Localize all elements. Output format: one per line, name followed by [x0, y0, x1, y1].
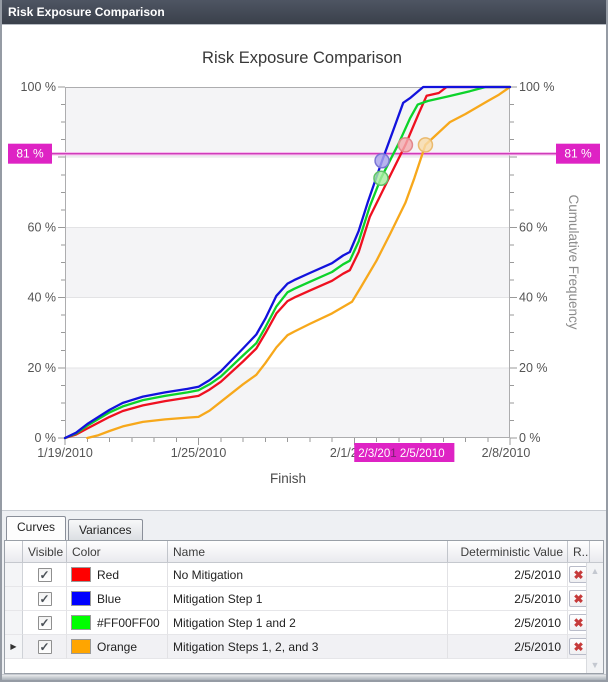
visible-cell: ✓ [23, 635, 67, 659]
chart-panel: Risk Exposure Comparison 0 % 0 % 20 % 20 % 40… [2, 24, 606, 510]
axis-highlight-label: 2/3/201 2/5/2010 [358, 448, 444, 460]
table-body: ✓ Red No Mitigation 2/5/2010 ✖ ✓ Blue Mitigatio… [5, 563, 603, 659]
color-swatch[interactable] [71, 567, 91, 582]
color-name: #FF00FF00 [97, 615, 160, 630]
curve-name-cell: No Mitigation [168, 563, 448, 587]
y-axis-title-right: Cumulative Frequency [566, 194, 581, 329]
curves-table: Visible Color Name Deterministic Value R... … [4, 540, 604, 674]
color-cell: Orange [67, 635, 168, 659]
table-row[interactable]: ▶ ✓ Orange Mitigation Steps 1, 2, and 3 2/5/… [5, 635, 603, 659]
threshold-badge-left-label: 81 % [16, 147, 44, 161]
deterministic-value-cell: 2/5/2010 [448, 635, 568, 659]
plot-stripe [65, 367, 510, 438]
y-axis-label-right: 100 % [519, 80, 554, 94]
table-row[interactable]: ✓ Red No Mitigation 2/5/2010 ✖ [5, 563, 603, 587]
color-name: Blue [97, 591, 122, 606]
color-name: Orange [97, 639, 138, 654]
tab-curves[interactable]: Curves [6, 516, 67, 540]
row-header[interactable] [5, 611, 23, 635]
visible-cell: ✓ [23, 563, 67, 587]
bottom-panel: Curves Variances Visible Color Name Determin… [2, 510, 606, 680]
marker-mitigation-step-1-and-2[interactable] [373, 170, 389, 187]
axis-highlight-box [354, 443, 455, 462]
x-axis-label: 2/8/2010 [482, 446, 531, 460]
row-selector-icon[interactable]: ▶ [5, 635, 23, 659]
y-axis-label-left: 0 % [34, 431, 56, 445]
color-name: Red [97, 567, 120, 582]
curve-name-cell: Mitigation Step 1 [168, 587, 448, 611]
plot-border [65, 87, 510, 438]
table-row[interactable]: ✓ Blue Mitigation Step 1 2/5/2010 ✖ [5, 587, 603, 611]
marker-mitigation-step-1[interactable] [374, 152, 390, 169]
marker-no-mitigation[interactable] [397, 137, 414, 153]
deterministic-value-cell: 2/5/2010 [448, 587, 568, 611]
col-header-color[interactable]: Color [67, 541, 168, 562]
row-header-stub [5, 541, 23, 562]
y-axis-label-left: 20 % [28, 361, 57, 375]
deterministic-value-cell: 2/5/2010 [448, 563, 568, 587]
deterministic-value-cell: 2/5/2010 [448, 611, 568, 635]
visible-checkbox[interactable]: ✓ [37, 615, 52, 630]
window-titlebar[interactable]: Risk Exposure Comparison [2, 0, 606, 24]
risk-chart[interactable]: Risk Exposure Comparison 0 % 0 % 20 % 20 % 40… [2, 25, 606, 511]
col-header-deterministic-value[interactable]: Deterministic Value [448, 541, 568, 562]
visible-checkbox[interactable]: ✓ [37, 567, 52, 582]
y-axis-label-right: 40 % [519, 291, 548, 305]
threshold-badge-right-label: 81 % [564, 147, 592, 161]
color-cell: Blue [67, 587, 168, 611]
y-axis-label-left: 100 % [21, 80, 56, 94]
x-axis-label: 1/19/2010 [37, 446, 93, 460]
color-cell: #FF00FF00 [67, 611, 168, 635]
visible-checkbox[interactable]: ✓ [37, 591, 52, 606]
curve-name-cell: Mitigation Step 1 and 2 [168, 611, 448, 635]
y-axis-label-left: 60 % [28, 220, 57, 234]
table-header: Visible Color Name Deterministic Value R... [5, 541, 603, 563]
scroll-down-icon[interactable]: ▼ [590, 660, 600, 670]
visible-cell: ✓ [23, 587, 67, 611]
col-header-r[interactable]: R... [568, 541, 590, 562]
tab-strip: Curves Variances [6, 516, 145, 540]
y-axis-label-right: 60 % [519, 220, 548, 234]
color-swatch[interactable] [71, 591, 91, 606]
x-axis-title: Finish [270, 471, 306, 486]
window-title: Risk Exposure Comparison [8, 5, 165, 19]
color-cell: Red [67, 563, 168, 587]
threshold-badge-left [8, 143, 52, 164]
delete-curve-button[interactable]: ✖ [568, 590, 589, 607]
curve-name-cell: Mitigation Steps 1, 2, and 3 [168, 635, 448, 659]
curve-mitigation-step-1-and-2[interactable] [63, 85, 512, 440]
visible-cell: ✓ [23, 611, 67, 635]
color-swatch[interactable] [71, 615, 91, 630]
plot-stripe [65, 157, 510, 228]
plot-stripe [65, 297, 510, 368]
y-axis-label-right: 0 % [519, 431, 541, 445]
marker-mitigation-steps-1-2-and-3[interactable] [417, 137, 434, 153]
window-resize-strip [2, 674, 606, 680]
row-header[interactable] [5, 587, 23, 611]
y-axis-label-left: 40 % [28, 291, 57, 305]
scroll-up-icon[interactable]: ▲ [590, 566, 600, 576]
curve-mitigation-step-1[interactable] [63, 85, 512, 440]
y-axis-label-right: 20 % [519, 361, 548, 375]
row-header[interactable] [5, 563, 23, 587]
plot-stripe [65, 227, 510, 298]
color-swatch[interactable] [71, 639, 91, 654]
visible-checkbox[interactable]: ✓ [37, 639, 52, 654]
table-row[interactable]: ✓ #FF00FF00 Mitigation Step 1 and 2 2/5/201… [5, 611, 603, 635]
threshold-badge-right [556, 143, 600, 164]
col-header-visible[interactable]: Visible [23, 541, 67, 562]
chart-title: Risk Exposure Comparison [202, 49, 402, 67]
x-axis-label: 1/25/2010 [171, 446, 227, 460]
remove-cell: ✖ [568, 635, 590, 659]
table-scrollbar[interactable]: ▲ ▼ [586, 563, 603, 673]
col-header-name[interactable]: Name [168, 541, 448, 562]
tab-variances[interactable]: Variances [68, 519, 143, 540]
